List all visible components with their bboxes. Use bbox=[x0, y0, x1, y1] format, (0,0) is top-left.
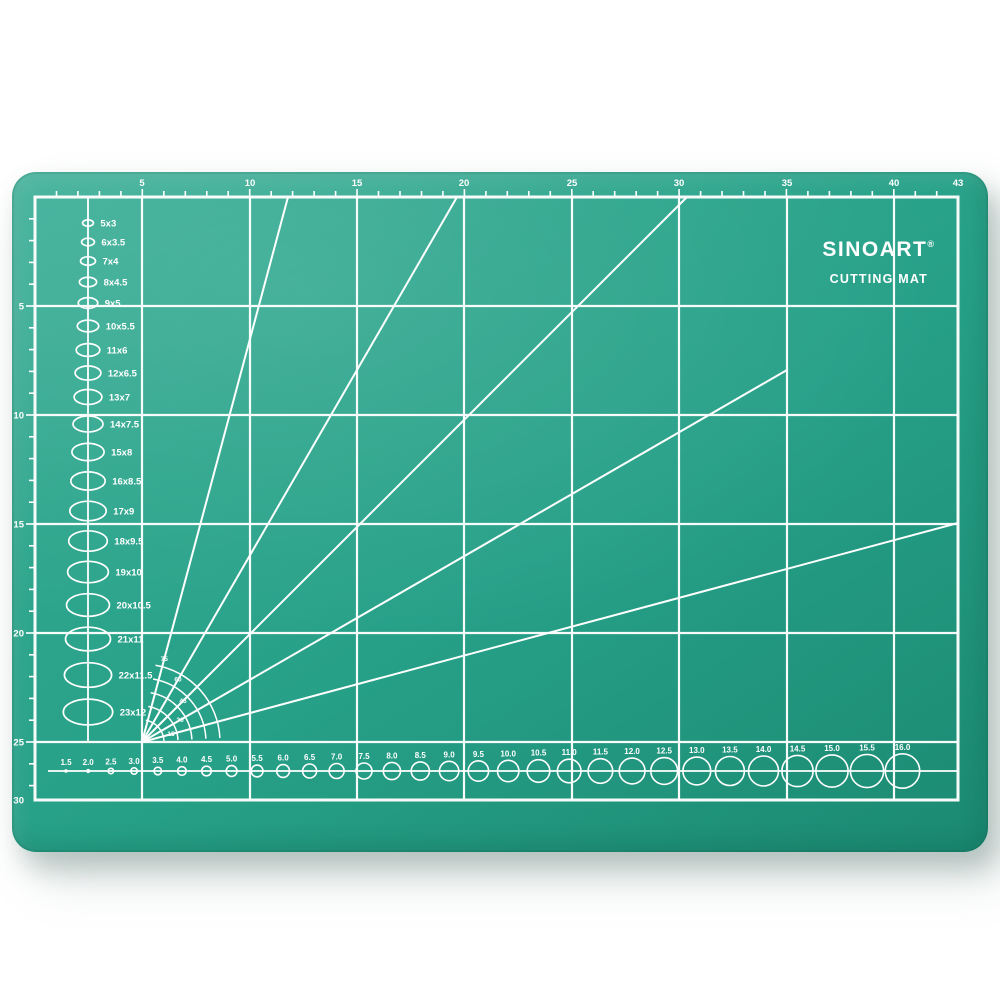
svg-text:15.5: 15.5 bbox=[859, 743, 875, 752]
svg-text:10x5.5: 10x5.5 bbox=[106, 322, 136, 333]
svg-text:9x5: 9x5 bbox=[105, 299, 122, 310]
svg-text:14.0: 14.0 bbox=[756, 745, 772, 754]
svg-text:15.0: 15.0 bbox=[824, 744, 840, 753]
svg-text:18x9.5: 18x9.5 bbox=[114, 537, 144, 548]
svg-text:3.0: 3.0 bbox=[129, 757, 141, 766]
svg-text:11.0: 11.0 bbox=[562, 748, 578, 757]
svg-text:10.5: 10.5 bbox=[531, 749, 547, 758]
svg-text:11x6: 11x6 bbox=[107, 346, 128, 357]
svg-text:13.0: 13.0 bbox=[689, 746, 705, 755]
registered-trademark-icon: ® bbox=[927, 239, 934, 249]
svg-text:12.0: 12.0 bbox=[624, 747, 640, 756]
svg-text:6.0: 6.0 bbox=[278, 754, 290, 763]
svg-text:10.0: 10.0 bbox=[500, 749, 516, 758]
svg-text:30: 30 bbox=[176, 717, 184, 724]
svg-text:11.5: 11.5 bbox=[593, 748, 609, 757]
svg-text:7.5: 7.5 bbox=[358, 752, 370, 761]
svg-text:7.0: 7.0 bbox=[331, 753, 343, 762]
svg-text:10: 10 bbox=[13, 411, 24, 422]
svg-text:12x6.5: 12x6.5 bbox=[108, 369, 138, 380]
svg-text:19x10: 19x10 bbox=[115, 568, 141, 579]
svg-text:15: 15 bbox=[352, 178, 363, 189]
ellipse-gauge: 5x3 6x3.5 7x4 8x4.5 9x5 10x5.5 11x6 12x6.5 13x7 1… bbox=[62, 197, 154, 742]
svg-text:43: 43 bbox=[953, 178, 964, 189]
svg-text:8x4.5: 8x4.5 bbox=[104, 278, 128, 289]
svg-text:16x8.5: 16x8.5 bbox=[112, 477, 142, 488]
top-ruler: 5 10 15 20 25 30 35 40 43 bbox=[55, 178, 964, 197]
svg-text:20: 20 bbox=[13, 629, 24, 640]
svg-text:4.0: 4.0 bbox=[176, 756, 188, 765]
svg-text:5.0: 5.0 bbox=[226, 755, 238, 764]
svg-text:14.5: 14.5 bbox=[790, 744, 806, 753]
svg-text:8.0: 8.0 bbox=[386, 751, 398, 760]
svg-text:22x11.5: 22x11.5 bbox=[119, 671, 154, 682]
svg-text:23x12: 23x12 bbox=[120, 708, 146, 719]
svg-text:13.5: 13.5 bbox=[722, 746, 738, 755]
svg-text:6.5: 6.5 bbox=[304, 753, 316, 762]
svg-text:2.5: 2.5 bbox=[105, 757, 117, 766]
svg-text:25: 25 bbox=[13, 738, 24, 749]
brand-name-text: SINOART bbox=[822, 238, 928, 261]
svg-text:8.5: 8.5 bbox=[415, 751, 427, 760]
svg-text:4.5: 4.5 bbox=[201, 755, 213, 764]
svg-text:45: 45 bbox=[179, 698, 187, 705]
svg-text:15x8: 15x8 bbox=[111, 448, 132, 459]
svg-text:2.0: 2.0 bbox=[83, 758, 95, 767]
svg-text:60: 60 bbox=[174, 677, 182, 684]
product-label: CUTTING MAT bbox=[829, 272, 928, 286]
circle-gauge: 1.5 2.0 2.5 3.0 3.5 4.0 4.5 5.0 5.5 6.0 6.5 7.0 7.5 8… bbox=[48, 743, 958, 789]
svg-text:3.5: 3.5 bbox=[152, 756, 164, 765]
svg-text:40: 40 bbox=[889, 178, 900, 189]
svg-text:17x9: 17x9 bbox=[113, 507, 134, 518]
cutting-mat bbox=[12, 172, 988, 852]
left-ruler: 5 10 15 20 25 30 bbox=[13, 218, 35, 807]
svg-text:16.0: 16.0 bbox=[895, 743, 911, 752]
svg-text:20: 20 bbox=[459, 178, 470, 189]
grid bbox=[33, 195, 960, 802]
svg-text:35: 35 bbox=[782, 178, 793, 189]
svg-text:15: 15 bbox=[167, 731, 175, 738]
svg-text:21x11: 21x11 bbox=[118, 635, 145, 646]
svg-text:30: 30 bbox=[674, 178, 685, 189]
svg-text:5: 5 bbox=[139, 178, 145, 189]
svg-text:10: 10 bbox=[245, 178, 256, 189]
svg-text:6x3.5: 6x3.5 bbox=[101, 238, 125, 249]
svg-text:12.5: 12.5 bbox=[656, 747, 672, 756]
svg-text:5x3: 5x3 bbox=[100, 219, 116, 230]
svg-text:13x7: 13x7 bbox=[109, 393, 130, 404]
svg-text:9.5: 9.5 bbox=[473, 750, 485, 759]
svg-text:5.5: 5.5 bbox=[252, 754, 264, 763]
svg-text:75: 75 bbox=[161, 656, 169, 663]
svg-text:30: 30 bbox=[13, 796, 24, 807]
svg-text:20x10.5: 20x10.5 bbox=[117, 601, 152, 612]
svg-text:15: 15 bbox=[13, 520, 24, 531]
svg-text:9.0: 9.0 bbox=[444, 750, 456, 759]
brand-logo: SINOART® bbox=[806, 238, 934, 262]
svg-text:14x7.5: 14x7.5 bbox=[110, 420, 140, 431]
svg-text:25: 25 bbox=[567, 178, 578, 189]
svg-text:1.5: 1.5 bbox=[60, 758, 72, 767]
svg-text:7x4: 7x4 bbox=[103, 257, 120, 268]
svg-text:5: 5 bbox=[19, 302, 25, 313]
